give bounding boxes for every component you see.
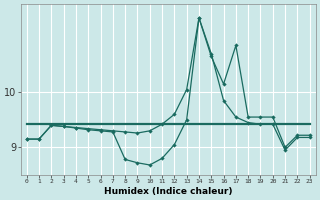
X-axis label: Humidex (Indice chaleur): Humidex (Indice chaleur) (104, 187, 232, 196)
